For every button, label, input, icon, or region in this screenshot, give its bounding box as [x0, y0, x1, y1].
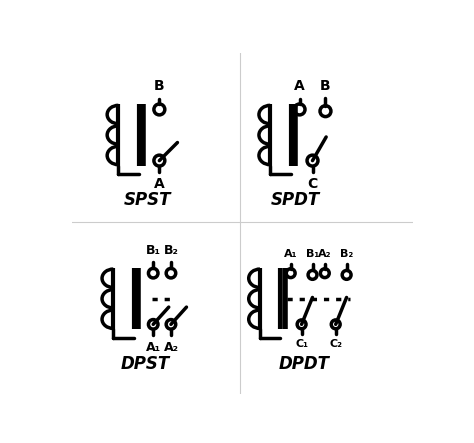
Text: B₂: B₂	[340, 249, 353, 259]
Text: B: B	[154, 79, 164, 93]
Text: B: B	[320, 79, 331, 93]
Text: A₂: A₂	[318, 249, 331, 259]
Text: C₂: C₂	[329, 338, 342, 349]
Text: A: A	[294, 79, 305, 93]
Text: B₁: B₁	[306, 249, 319, 259]
Text: DPDT: DPDT	[279, 355, 330, 373]
Text: A: A	[154, 177, 165, 191]
Text: SPST: SPST	[124, 191, 171, 209]
Text: B₁: B₁	[146, 244, 161, 257]
Text: A₁: A₁	[284, 249, 297, 259]
Text: DPST: DPST	[121, 355, 170, 373]
Text: SPDT: SPDT	[271, 191, 320, 209]
Text: A₁: A₁	[146, 341, 161, 354]
Text: B₂: B₂	[164, 244, 178, 257]
Text: C₁: C₁	[295, 338, 308, 349]
Text: C: C	[307, 177, 318, 191]
Text: A₂: A₂	[164, 341, 178, 354]
